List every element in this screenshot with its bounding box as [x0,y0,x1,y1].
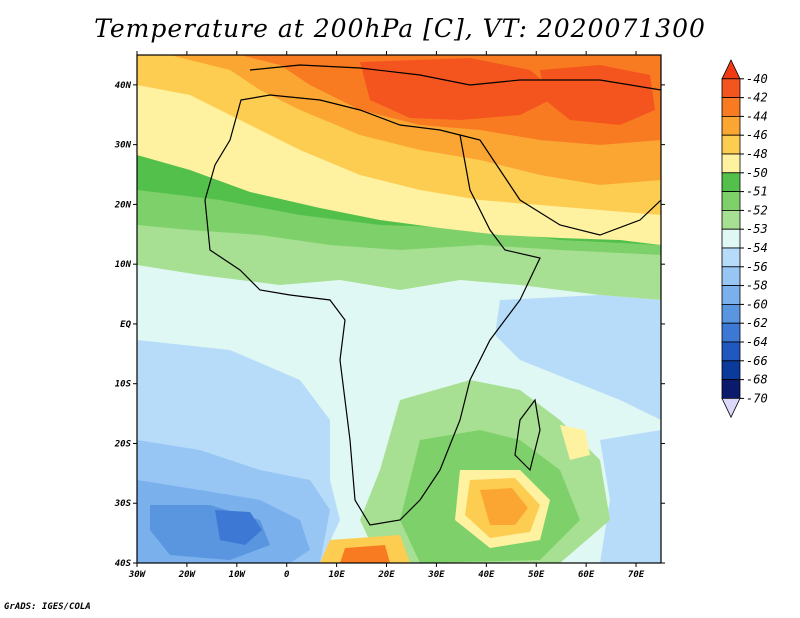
map-title: Temperature at 200hPa [C], VT: 202007130… [94,14,706,43]
colorbar-segment [721,191,741,211]
lon-tick-label: 70E [628,570,645,580]
colorbar-bottom-arrow [721,397,741,419]
colorbar-label: -53 [746,222,768,236]
colorbar-segment [721,379,741,399]
lat-tick-label: 10S [115,380,132,390]
lat-tick-label: 10N [115,260,132,270]
colorbar-label: -62 [746,316,768,330]
colorbar-segment [721,97,741,117]
colorbar-segment [721,78,741,99]
colorbar-segment [721,116,741,136]
colorbar-segment [721,172,741,193]
lon-tick-label: 30W [128,570,147,580]
colorbar-label: -46 [746,128,768,142]
lon-tick-label: 20W [178,570,197,580]
temperature-field [137,55,661,563]
colorbar-segment [721,322,741,343]
colorbar-segment [721,134,741,155]
colorbar-label: -42 [746,91,768,105]
lat-tick-label: 40S [115,559,132,569]
colorbar-segment [721,360,741,380]
colorbar: -40 -42 -44 -46 -48 -50 -51 -52 -53 -54 -56 -58 -60 -… [721,59,768,419]
colorbar-segment [721,341,741,362]
colorbar-segment [721,228,741,249]
map-frame [136,54,662,564]
colorbar-segment [721,153,741,174]
lat-tick-label: 40N [115,81,132,91]
colorbar-label: -48 [746,147,768,161]
colorbar-label: -64 [746,335,768,349]
lat-tick-label: EQ [120,320,131,330]
lat-tick-label: 30S [114,499,132,509]
lon-tick-label: 30E [427,570,445,580]
lon-tick-label: 40E [478,570,495,580]
colorbar-label: -50 [746,166,768,180]
lon-tick-label: 10E [328,570,345,580]
colorbar-label: -66 [746,354,768,368]
colorbar-label: -44 [746,109,768,123]
longitude-axis: 30W 20W 10W 0 10E 20E 30E 40E 50E 60E 70E [128,51,645,580]
colorbar-label: -40 [746,72,768,86]
colorbar-label: -52 [746,203,768,217]
colorbar-segment [721,266,741,286]
colorbar-segment [721,247,741,268]
lon-tick-label: 10W [229,570,247,580]
lat-tick-label: 20N [114,200,132,210]
colorbar-label: -56 [746,260,768,274]
colorbar-top-arrow [721,59,741,80]
coastlines [204,64,661,526]
colorbar-label: -60 [746,297,768,311]
latitude-axis: 40N 30N 20N 10N EQ 10S 20S 30S 40S [114,81,665,569]
grads-credit: GrADS: IGES/COLA [4,602,91,612]
colorbar-segment [721,209,741,230]
lat-tick-label: 30N [114,141,132,151]
colorbar-segment [721,285,741,305]
colorbar-label: -51 [746,185,768,199]
lon-tick-label: 60E [578,570,595,580]
colorbar-label: -54 [746,241,768,255]
lon-tick-label: 50E [528,570,545,580]
colorbar-segment [721,303,741,324]
colorbar-label: -70 [746,391,768,405]
lon-tick-label: 20E [377,570,395,580]
colorbar-label: -68 [746,373,768,387]
lat-tick-label: 20S [114,439,132,449]
colorbar-label: -58 [746,279,768,293]
lon-tick-label: 0 [284,570,290,580]
